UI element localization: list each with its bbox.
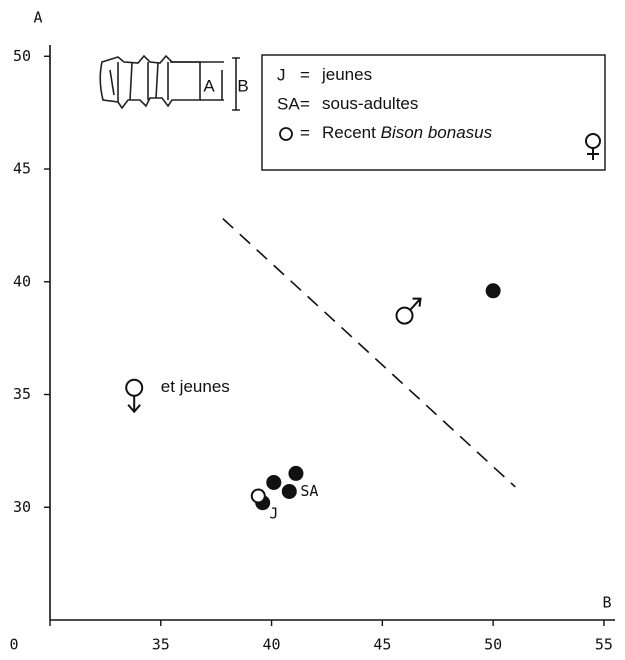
legend-text-part: sous-adultes	[322, 94, 418, 113]
legend-text-part: Recent	[322, 123, 376, 142]
annotation: et jeunes	[161, 377, 230, 396]
sketch	[99, 54, 240, 111]
annotation: SA	[300, 482, 318, 500]
legend-eq: =	[300, 65, 310, 84]
legend-text: sous-adultes	[322, 94, 418, 113]
x-tick-label: 55	[595, 636, 613, 654]
point	[266, 474, 282, 490]
legend-marker	[279, 127, 293, 141]
x-tick-label: 0	[9, 636, 18, 654]
point	[288, 465, 304, 481]
legend-female	[585, 133, 601, 160]
legend-text-part: jeunes	[321, 65, 372, 84]
legend-key: J	[277, 65, 286, 84]
point	[395, 306, 414, 325]
y-tick-label: 30	[13, 498, 31, 516]
x-tick-label: 45	[373, 636, 391, 654]
trend-line	[222, 218, 516, 488]
sketch-label: A	[203, 76, 215, 95]
y-tick-label: 35	[13, 385, 31, 403]
legend-eq: =	[300, 94, 310, 113]
female-symbol	[127, 395, 141, 414]
legend-box	[261, 54, 606, 171]
point	[125, 378, 144, 397]
x-tick-label: 35	[152, 636, 170, 654]
x-tick-label: 40	[263, 636, 281, 654]
legend-key: SA	[277, 94, 300, 113]
male-symbol	[409, 297, 422, 311]
legend-text: Recent Bison bonasus	[322, 123, 493, 142]
x-axis-label: B	[602, 594, 611, 612]
point	[281, 483, 297, 499]
point	[250, 488, 266, 504]
annotation: J	[269, 505, 278, 523]
legend-eq: =	[300, 123, 310, 142]
y-tick-label: 45	[13, 160, 31, 178]
y-axis-label: A	[33, 9, 42, 27]
sketch-label: B	[237, 76, 248, 95]
x-tick-label: 50	[484, 636, 502, 654]
point	[485, 283, 501, 299]
legend-text-italic: Bison bonasus	[381, 123, 493, 142]
y-tick-label: 50	[13, 47, 31, 65]
legend-text: jeunes	[321, 65, 372, 84]
y-tick-label: 40	[13, 272, 31, 290]
